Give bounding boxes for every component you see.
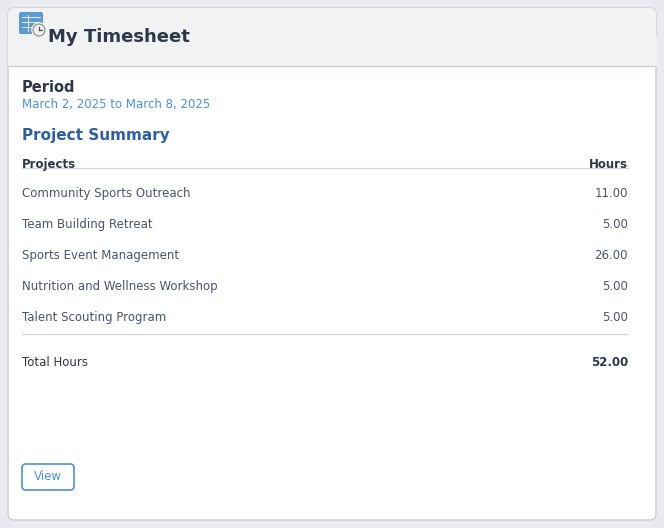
Text: Projects: Projects (22, 158, 76, 171)
Text: March 2, 2025 to March 8, 2025: March 2, 2025 to March 8, 2025 (22, 98, 210, 111)
Text: 5.00: 5.00 (602, 311, 628, 324)
FancyBboxPatch shape (8, 8, 656, 520)
Text: Talent Scouting Program: Talent Scouting Program (22, 311, 166, 324)
Text: Project Summary: Project Summary (22, 128, 170, 143)
Text: Period: Period (22, 80, 76, 95)
Circle shape (33, 24, 45, 36)
Text: Sports Event Management: Sports Event Management (22, 249, 179, 262)
Text: Hours: Hours (589, 158, 628, 171)
Text: 5.00: 5.00 (602, 280, 628, 293)
Text: My Timesheet: My Timesheet (48, 28, 190, 46)
Circle shape (32, 23, 46, 37)
Text: Community Sports Outreach: Community Sports Outreach (22, 187, 191, 200)
Bar (8, 37, 656, 66)
Text: Nutrition and Wellness Workshop: Nutrition and Wellness Workshop (22, 280, 218, 293)
FancyBboxPatch shape (22, 464, 74, 490)
Text: 52.00: 52.00 (591, 356, 628, 369)
FancyBboxPatch shape (8, 8, 656, 66)
Text: View: View (34, 470, 62, 484)
Text: Team Building Retreat: Team Building Retreat (22, 218, 153, 231)
FancyBboxPatch shape (19, 12, 43, 34)
Text: 26.00: 26.00 (594, 249, 628, 262)
Text: 11.00: 11.00 (594, 187, 628, 200)
Text: 5.00: 5.00 (602, 218, 628, 231)
Text: Total Hours: Total Hours (22, 356, 88, 369)
